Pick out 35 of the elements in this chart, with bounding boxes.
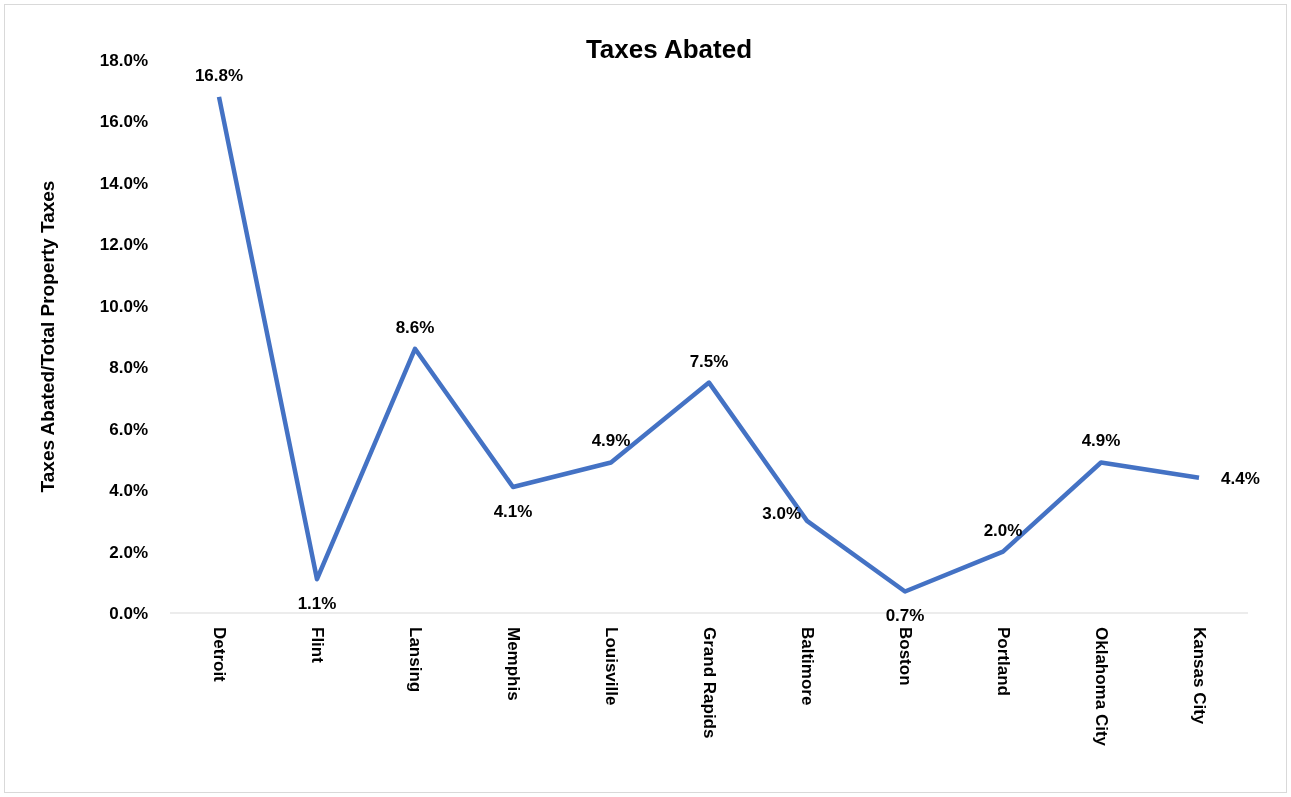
data-label: 4.4%	[1221, 468, 1260, 488]
x-tick-label: Lansing	[405, 627, 425, 693]
x-tick-label: Detroit	[209, 627, 229, 683]
x-tick-label: Flint	[307, 627, 327, 664]
y-tick-label: 18.0%	[99, 50, 148, 70]
y-axis-title: Taxes Abated/Total Property Taxes	[37, 180, 58, 493]
data-label: 8.6%	[395, 317, 435, 337]
y-tick-label: 2.0%	[109, 542, 148, 562]
x-tick-label: Louisville	[601, 627, 621, 706]
y-tick-label: 16.0%	[99, 112, 148, 132]
chart-title: Taxes Abated	[585, 34, 753, 64]
x-tick-label: Portland	[993, 627, 1013, 696]
data-label: 16.8%	[194, 65, 244, 85]
x-tick-label: Kansas City	[1189, 627, 1209, 725]
y-tick-label: 10.0%	[99, 296, 148, 316]
line-series	[216, 94, 1202, 594]
data-label: 0.7%	[885, 606, 925, 626]
data-label: 4.1%	[493, 502, 533, 522]
y-tick-label: 4.0%	[109, 481, 148, 501]
data-label: 2.0%	[983, 520, 1023, 540]
y-tick-label: 8.0%	[109, 358, 148, 378]
data-label: 3.0%	[762, 503, 801, 523]
data-label: 4.9%	[1081, 431, 1121, 451]
y-tick-label: 0.0%	[109, 603, 148, 623]
x-tick-label: Oklahoma City	[1091, 627, 1111, 747]
y-tick-label: 6.0%	[109, 419, 148, 439]
x-tick-label: Grand Rapids	[699, 627, 719, 739]
x-tick-label: Memphis	[503, 627, 523, 701]
x-tick-label: Baltimore	[797, 627, 817, 706]
y-tick-label: 12.0%	[99, 235, 148, 255]
y-tick-label: 14.0%	[99, 173, 148, 193]
data-label: 7.5%	[689, 351, 729, 371]
data-label: 1.1%	[297, 594, 337, 614]
data-label: 4.9%	[591, 431, 631, 451]
x-tick-label: Boston	[895, 627, 915, 686]
